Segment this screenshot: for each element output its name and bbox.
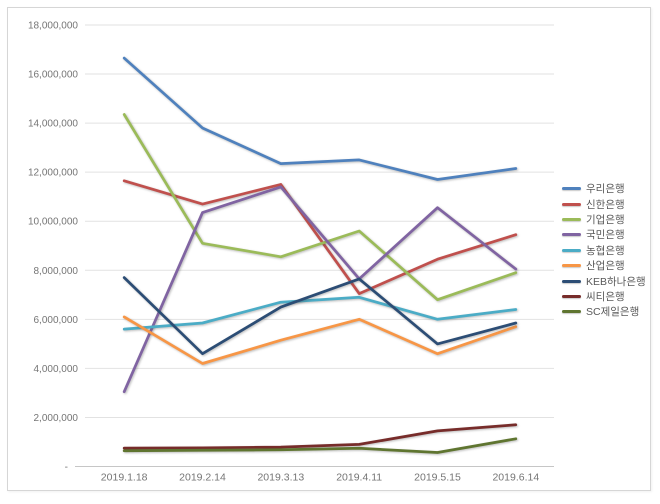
y-axis-tick-label: 10,000,000 bbox=[28, 217, 78, 228]
legend-swatch-line bbox=[562, 233, 581, 237]
series-line-2 bbox=[122, 113, 518, 302]
series-line-4 bbox=[122, 295, 518, 331]
series-line-1 bbox=[122, 179, 518, 295]
legend-item-4: 농협은행 bbox=[562, 243, 646, 258]
series-line-8 bbox=[122, 437, 518, 454]
legend-label: 씨티은행 bbox=[586, 290, 625, 303]
legend-swatch-line bbox=[562, 279, 581, 283]
series-line-6 bbox=[122, 276, 518, 356]
legend-label: 신한은행 bbox=[586, 198, 625, 211]
legend-item-5: 산업은행 bbox=[562, 258, 646, 273]
series-line-5 bbox=[122, 315, 518, 365]
legend-label: 산업은행 bbox=[586, 260, 625, 273]
legend-item-0: 우리은행 bbox=[562, 181, 646, 196]
legend-label: 국민은행 bbox=[586, 229, 625, 242]
legend-swatch-line bbox=[562, 217, 581, 221]
legend-item-1: 신한은행 bbox=[562, 196, 646, 211]
legend-item-3: 국민은행 bbox=[562, 227, 646, 242]
y-axis-tick-label: 8,000,000 bbox=[34, 266, 79, 277]
y-axis-tick-label: 6,000,000 bbox=[34, 315, 79, 326]
y-axis-tick-label: 14,000,000 bbox=[28, 119, 78, 130]
legend-label: 우리은행 bbox=[586, 183, 625, 196]
legend-swatch-line bbox=[562, 248, 581, 252]
y-axis-tick-label: 16,000,000 bbox=[28, 70, 78, 81]
x-axis-category-label: 2019.2.14 bbox=[179, 472, 226, 484]
y-axis-tick-label: 4,000,000 bbox=[34, 364, 79, 375]
legend-swatch-line bbox=[562, 264, 581, 268]
series-line-7 bbox=[122, 423, 518, 450]
x-axis-category-label: 2019.1.18 bbox=[101, 472, 148, 484]
series-line-0 bbox=[122, 56, 518, 181]
y-axis-tick-label: 12,000,000 bbox=[28, 168, 78, 179]
legend-item-7: 씨티은행 bbox=[562, 289, 646, 304]
x-axis-category-label: 2019.4.11 bbox=[336, 472, 382, 484]
legend-label: 농협은행 bbox=[586, 244, 625, 257]
legend-swatch-line bbox=[562, 187, 581, 191]
legend-item-2: 기업은행 bbox=[562, 212, 646, 227]
chart-frame bbox=[7, 7, 651, 491]
series-line-3 bbox=[122, 185, 518, 394]
y-axis-tick-label: 2,000,000 bbox=[34, 413, 79, 424]
legend-label: SC제일은행 bbox=[586, 306, 640, 319]
y-axis-tick-label: 18,000,000 bbox=[28, 21, 78, 32]
x-axis-category-label: 2019.5.15 bbox=[414, 472, 461, 484]
x-axis-category-label: 2019.3.13 bbox=[257, 472, 304, 484]
y-axis-tick-label: - bbox=[65, 462, 68, 473]
legend-swatch-line bbox=[562, 202, 581, 206]
legend-label: 기업은행 bbox=[586, 213, 625, 226]
x-axis-category-label: 2019.6.14 bbox=[492, 472, 539, 484]
legend-swatch-line bbox=[562, 310, 581, 314]
legend-swatch-line bbox=[562, 294, 581, 298]
legend-item-8: SC제일은행 bbox=[562, 304, 646, 319]
legend-item-6: KEB하나은행 bbox=[562, 273, 646, 288]
legend-label: KEB하나은행 bbox=[586, 275, 646, 288]
